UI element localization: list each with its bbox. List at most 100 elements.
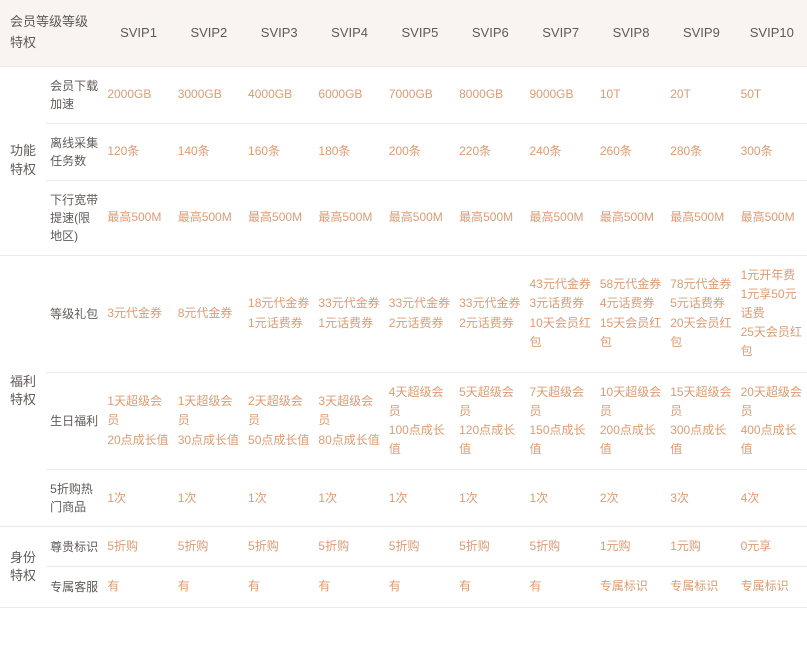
header-level: SVIP3 bbox=[244, 0, 314, 66]
data-line: 10天超级会员 bbox=[600, 383, 662, 421]
data-line: 180条 bbox=[318, 142, 380, 161]
data-line: 5折购 bbox=[248, 537, 310, 556]
row-label: 会员下载加速 bbox=[46, 66, 103, 123]
header-level: SVIP6 bbox=[455, 0, 525, 66]
data-line: 1元话费券 bbox=[248, 314, 310, 333]
data-line: 200点成长值 bbox=[600, 421, 662, 459]
data-cell: 专属标识 bbox=[737, 567, 807, 607]
corner-line-1: 会员等级等级 bbox=[10, 14, 88, 29]
data-cell: 33元代金券2元话费券 bbox=[455, 255, 525, 372]
data-line: 3元话费券 bbox=[529, 294, 591, 313]
data-cell: 120条 bbox=[103, 123, 173, 180]
data-line: 有 bbox=[318, 577, 380, 596]
data-cell: 1次 bbox=[174, 470, 244, 527]
data-line: 33元代金券 bbox=[459, 294, 521, 313]
table-row: 下行宽带提速(限地区)最高500M最高500M最高500M最高500M最高500… bbox=[0, 180, 807, 255]
data-cell: 5折购 bbox=[244, 527, 314, 567]
table-row: 专属客服有有有有有有有专属标识专属标识专属标识 bbox=[0, 567, 807, 607]
data-line: 1元购 bbox=[600, 537, 662, 556]
data-line: 1次 bbox=[107, 489, 169, 508]
data-cell: 2天超级会员50点成长值 bbox=[244, 372, 314, 470]
data-line: 有 bbox=[459, 577, 521, 596]
data-line: 10T bbox=[600, 85, 662, 104]
data-cell: 5折购 bbox=[385, 527, 455, 567]
data-cell: 0元享 bbox=[737, 527, 807, 567]
data-line: 专属标识 bbox=[741, 577, 803, 596]
data-line: 300点成长值 bbox=[670, 421, 732, 459]
data-line: 最高500M bbox=[670, 208, 732, 227]
data-cell: 专属标识 bbox=[596, 567, 666, 607]
data-cell: 1天超级会员20点成长值 bbox=[103, 372, 173, 470]
data-line: 25天会员红包 bbox=[741, 323, 803, 361]
row-label: 下行宽带提速(限地区) bbox=[46, 180, 103, 255]
data-line: 5折购 bbox=[318, 537, 380, 556]
header-corner: 会员等级等级 特权 bbox=[0, 0, 103, 66]
table-row: 身份特权尊贵标识5折购5折购5折购5折购5折购5折购5折购1元购1元购0元享 bbox=[0, 527, 807, 567]
data-cell: 10T bbox=[596, 66, 666, 123]
header-level: SVIP9 bbox=[666, 0, 736, 66]
data-line: 最高500M bbox=[318, 208, 380, 227]
data-line: 最高500M bbox=[741, 208, 803, 227]
data-line: 400点成长值 bbox=[741, 421, 803, 459]
table-row: 福利特权等级礼包3元代金券8元代金券18元代金券1元话费券33元代金券1元话费券… bbox=[0, 255, 807, 372]
data-line: 8000GB bbox=[459, 85, 521, 104]
data-line: 最高500M bbox=[529, 208, 591, 227]
data-cell: 有 bbox=[385, 567, 455, 607]
data-cell: 有 bbox=[455, 567, 525, 607]
data-cell: 78元代金券5元话费券20天会员红包 bbox=[666, 255, 736, 372]
header-level: SVIP2 bbox=[174, 0, 244, 66]
data-cell: 1次 bbox=[455, 470, 525, 527]
data-line: 有 bbox=[107, 577, 169, 596]
svip-benefits-table: 会员等级等级 特权 SVIP1SVIP2SVIP3SVIP4SVIP5SVIP6… bbox=[0, 0, 807, 608]
data-line: 5天超级会员 bbox=[459, 383, 521, 421]
data-line: 2天超级会员 bbox=[248, 392, 310, 430]
data-line: 专属标识 bbox=[600, 577, 662, 596]
data-cell: 1天超级会员30点成长值 bbox=[174, 372, 244, 470]
header-level: SVIP10 bbox=[737, 0, 807, 66]
header-level: SVIP8 bbox=[596, 0, 666, 66]
data-line: 5折购 bbox=[459, 537, 521, 556]
data-line: 7天超级会员 bbox=[529, 383, 591, 421]
data-cell: 最高500M bbox=[596, 180, 666, 255]
data-cell: 18元代金券1元话费券 bbox=[244, 255, 314, 372]
data-cell: 50T bbox=[737, 66, 807, 123]
data-cell: 最高500M bbox=[314, 180, 384, 255]
data-line: 有 bbox=[248, 577, 310, 596]
data-cell: 最高500M bbox=[174, 180, 244, 255]
data-line: 有 bbox=[529, 577, 591, 596]
data-cell: 最高500M bbox=[666, 180, 736, 255]
data-cell: 140条 bbox=[174, 123, 244, 180]
data-line: 120条 bbox=[107, 142, 169, 161]
data-line: 8元代金券 bbox=[178, 304, 240, 323]
data-line: 160条 bbox=[248, 142, 310, 161]
data-cell: 1次 bbox=[103, 470, 173, 527]
data-line: 5折购 bbox=[178, 537, 240, 556]
header-level: SVIP4 bbox=[314, 0, 384, 66]
data-line: 33元代金券 bbox=[389, 294, 451, 313]
data-cell: 8000GB bbox=[455, 66, 525, 123]
data-line: 3天超级会员 bbox=[318, 392, 380, 430]
data-line: 最高500M bbox=[459, 208, 521, 227]
data-cell: 9000GB bbox=[525, 66, 595, 123]
data-line: 5元话费券 bbox=[670, 294, 732, 313]
data-cell: 7天超级会员150点成长值 bbox=[525, 372, 595, 470]
data-cell: 5折购 bbox=[525, 527, 595, 567]
data-cell: 5折购 bbox=[455, 527, 525, 567]
data-cell: 最高500M bbox=[737, 180, 807, 255]
data-cell: 4次 bbox=[737, 470, 807, 527]
data-line: 150点成长值 bbox=[529, 421, 591, 459]
data-cell: 33元代金券1元话费券 bbox=[314, 255, 384, 372]
data-line: 20天超级会员 bbox=[741, 383, 803, 421]
data-line: 15天超级会员 bbox=[670, 383, 732, 421]
data-line: 4000GB bbox=[248, 85, 310, 104]
data-line: 7000GB bbox=[389, 85, 451, 104]
data-line: 1天超级会员 bbox=[107, 392, 169, 430]
data-line: 5折购 bbox=[389, 537, 451, 556]
data-cell: 4000GB bbox=[244, 66, 314, 123]
data-line: 80点成长值 bbox=[318, 431, 380, 450]
data-line: 4元话费券 bbox=[600, 294, 662, 313]
data-cell: 5折购 bbox=[103, 527, 173, 567]
data-line: 1元享50元话费 bbox=[741, 285, 803, 323]
data-line: 最高500M bbox=[389, 208, 451, 227]
data-cell: 最高500M bbox=[103, 180, 173, 255]
